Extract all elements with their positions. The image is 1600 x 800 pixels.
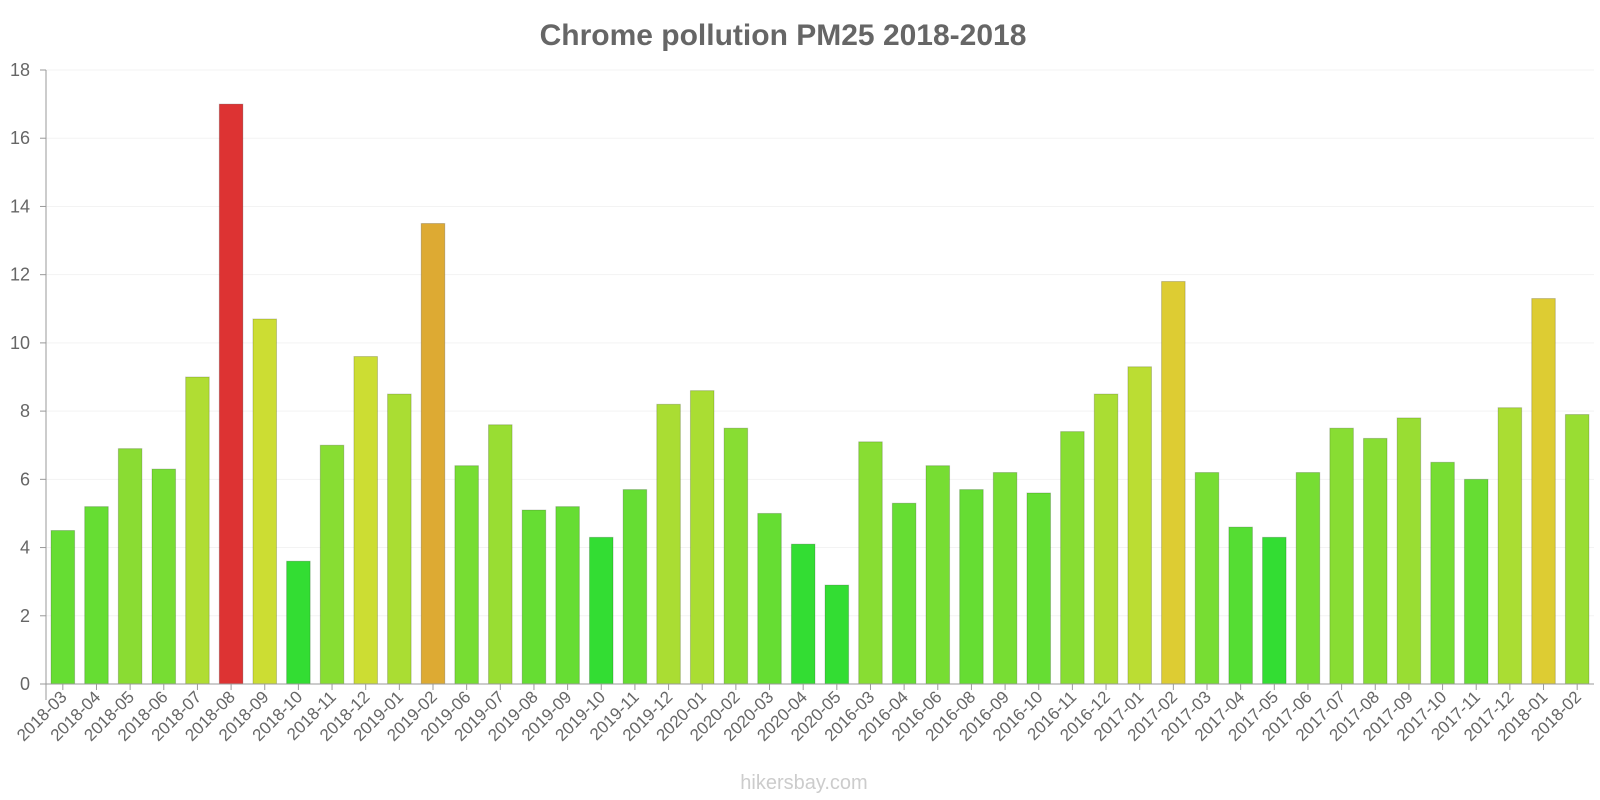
bar-2018-03: [50, 530, 76, 685]
bar-2017-03: [1194, 472, 1220, 685]
bar-2018-02: [1564, 414, 1590, 685]
gridlines: [46, 69, 1594, 617]
bar-2018-10: [286, 560, 311, 685]
bar-2020-04: [790, 543, 816, 685]
bar-2016-03: [858, 441, 883, 685]
y-tick-label: 2: [20, 606, 30, 626]
bars: [50, 103, 1590, 685]
watermark: hikersbay.com: [740, 772, 867, 794]
bar-2018-05: [117, 448, 143, 685]
y-tick-label: 14: [10, 196, 30, 216]
bar-2020-03: [757, 512, 782, 685]
bar-2019-08: [521, 509, 547, 685]
bar-2016-09: [992, 472, 1018, 685]
bar-2018-06: [151, 468, 177, 685]
bar-2019-09: [555, 506, 580, 685]
bar-2019-12: [656, 403, 681, 685]
bar-2018-12: [353, 356, 378, 685]
bar-2018-01: [1531, 298, 1556, 685]
bar-2017-12: [1497, 407, 1523, 685]
chart-title: Chrome pollution PM25 2018-2018: [540, 19, 1027, 52]
bar-2019-02: [420, 223, 446, 685]
bar-2016-11: [1060, 431, 1085, 685]
bar-2019-01: [387, 393, 412, 685]
y-tick-label: 18: [10, 60, 30, 80]
y-tick-label: 4: [20, 538, 30, 558]
bar-2020-02: [723, 427, 749, 685]
bar-2017-08: [1362, 437, 1388, 685]
bar-2017-09: [1396, 417, 1422, 685]
bar-2017-05: [1262, 536, 1287, 685]
bar-2018-11: [319, 444, 345, 685]
bar-2018-09: [252, 318, 278, 685]
x-axis-ticks: 2018-032018-042018-052018-062018-072018-…: [13, 684, 1585, 745]
y-tick-label: 10: [10, 333, 30, 353]
bar-2018-07: [185, 376, 210, 685]
bar-2019-11: [622, 489, 648, 685]
bar-2019-06: [454, 465, 479, 685]
bar-2016-04: [891, 502, 917, 685]
y-tick-label: 8: [20, 401, 30, 421]
bar-2017-10: [1430, 461, 1455, 685]
bar-2017-01: [1127, 366, 1152, 685]
bar-2016-10: [1026, 492, 1052, 685]
bar-2019-07: [488, 424, 513, 685]
bar-2017-06: [1295, 472, 1321, 685]
bar-2016-08: [959, 489, 984, 685]
y-tick-label: 0: [20, 674, 30, 694]
bar-2018-08: [218, 103, 244, 685]
bar-2017-02: [1161, 280, 1186, 685]
bar-2016-06: [925, 465, 951, 685]
bar-2016-12: [1093, 393, 1119, 685]
bar-2017-07: [1329, 427, 1354, 685]
bar-2017-11: [1463, 478, 1489, 685]
bar-2019-10: [588, 536, 614, 685]
y-tick-label: 16: [10, 128, 30, 148]
bar-2018-04: [84, 506, 109, 685]
bar-2017-04: [1228, 526, 1253, 685]
bar-2020-01: [689, 390, 715, 685]
y-tick-label: 6: [20, 469, 30, 489]
y-axis-ticks: 0 2 4 6 8 10 12 14 16 18: [10, 60, 46, 694]
bar-2020-05: [824, 584, 850, 685]
y-tick-label: 12: [10, 265, 30, 285]
